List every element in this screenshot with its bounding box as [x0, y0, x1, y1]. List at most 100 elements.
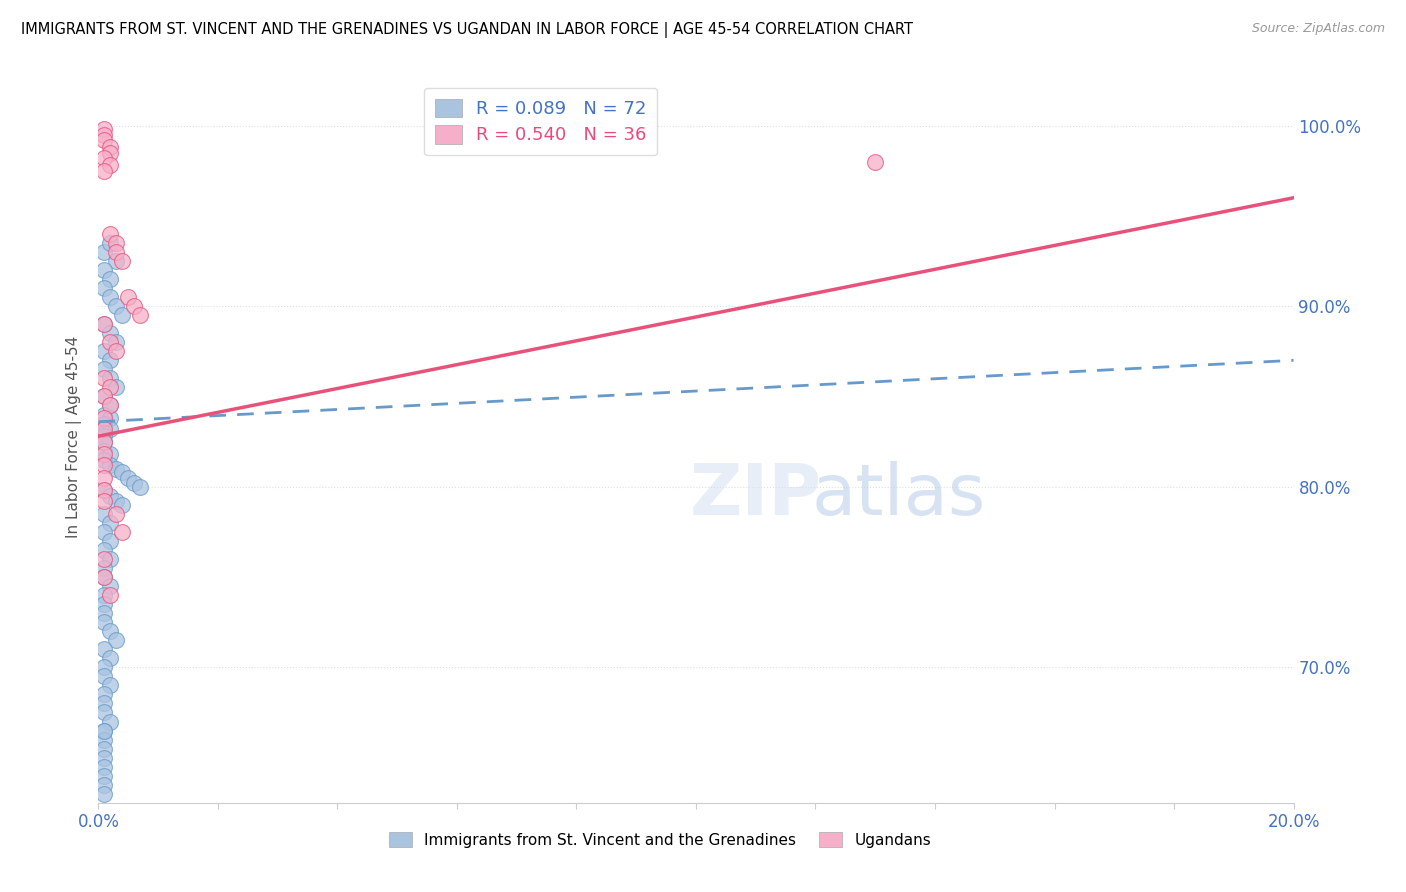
Point — [105, 507, 128, 521]
Y-axis label: In Labor Force | Age 45-54: In Labor Force | Age 45-54 — [66, 336, 83, 538]
Point — [98, 145, 122, 160]
Point — [93, 697, 115, 711]
Point — [93, 417, 115, 431]
Point — [105, 633, 128, 648]
Point — [93, 371, 115, 385]
Point — [98, 533, 122, 548]
Point — [93, 787, 115, 801]
Point — [93, 669, 115, 683]
Point — [98, 235, 122, 250]
Point — [98, 272, 122, 286]
Point — [111, 308, 134, 322]
Point — [93, 507, 115, 521]
Point — [98, 489, 122, 503]
Point — [93, 606, 115, 620]
Point — [98, 422, 122, 436]
Point — [98, 380, 122, 394]
Point — [98, 458, 122, 472]
Point — [93, 263, 115, 277]
Point — [105, 380, 128, 394]
Point — [117, 290, 139, 304]
Point — [93, 588, 115, 602]
Point — [93, 443, 115, 458]
Point — [98, 651, 122, 665]
Point — [93, 281, 115, 295]
Point — [98, 678, 122, 692]
Point — [93, 741, 115, 756]
Point — [93, 128, 115, 142]
Point — [93, 723, 115, 738]
Point — [124, 476, 146, 491]
Point — [98, 399, 122, 413]
Point — [93, 425, 115, 440]
Legend: Immigrants from St. Vincent and the Grenadines, Ugandans: Immigrants from St. Vincent and the Gren… — [382, 825, 938, 854]
Text: atlas: atlas — [811, 461, 987, 530]
Point — [98, 588, 122, 602]
Point — [93, 244, 115, 259]
Point — [93, 422, 115, 436]
Point — [117, 471, 139, 485]
Point — [129, 480, 152, 494]
Point — [865, 154, 887, 169]
Point — [93, 344, 115, 359]
Point — [105, 344, 128, 359]
Point — [98, 335, 122, 350]
Point — [93, 597, 115, 611]
Point — [129, 308, 152, 322]
Point — [93, 778, 115, 792]
Point — [93, 429, 115, 443]
Point — [93, 750, 115, 764]
Point — [93, 732, 115, 747]
Point — [105, 461, 128, 475]
Point — [98, 447, 122, 461]
Point — [93, 543, 115, 558]
Point — [93, 483, 115, 498]
Point — [93, 570, 115, 584]
Point — [105, 299, 128, 313]
Point — [93, 494, 115, 508]
Point — [98, 399, 122, 413]
Point — [93, 411, 115, 425]
Point — [111, 254, 134, 268]
Point — [98, 140, 122, 154]
Point — [98, 552, 122, 566]
Point — [105, 254, 128, 268]
Point — [93, 483, 115, 498]
Point — [98, 516, 122, 530]
Point — [93, 434, 115, 449]
Point — [93, 317, 115, 331]
Point — [105, 335, 128, 350]
Text: Source: ZipAtlas.com: Source: ZipAtlas.com — [1251, 22, 1385, 36]
Point — [93, 524, 115, 539]
Point — [98, 371, 122, 385]
Point — [93, 151, 115, 165]
Point — [93, 452, 115, 467]
Point — [93, 133, 115, 147]
Point — [111, 524, 134, 539]
Point — [93, 458, 115, 472]
Point — [98, 353, 122, 368]
Point — [93, 642, 115, 657]
Point — [93, 552, 115, 566]
Point — [105, 235, 128, 250]
Point — [93, 769, 115, 783]
Point — [93, 389, 115, 403]
Point — [93, 434, 115, 449]
Text: IMMIGRANTS FROM ST. VINCENT AND THE GRENADINES VS UGANDAN IN LABOR FORCE | AGE 4: IMMIGRANTS FROM ST. VINCENT AND THE GREN… — [21, 22, 912, 38]
Point — [105, 494, 128, 508]
Point — [93, 723, 115, 738]
Point — [93, 660, 115, 674]
Point — [111, 498, 134, 512]
Text: ZIP: ZIP — [689, 461, 823, 530]
Point — [111, 465, 134, 479]
Point — [105, 244, 128, 259]
Point — [93, 408, 115, 422]
Point — [98, 227, 122, 241]
Point — [93, 471, 115, 485]
Point — [93, 561, 115, 575]
Point — [93, 706, 115, 720]
Point — [98, 326, 122, 341]
Point — [98, 714, 122, 729]
Point — [93, 760, 115, 774]
Point — [98, 158, 122, 172]
